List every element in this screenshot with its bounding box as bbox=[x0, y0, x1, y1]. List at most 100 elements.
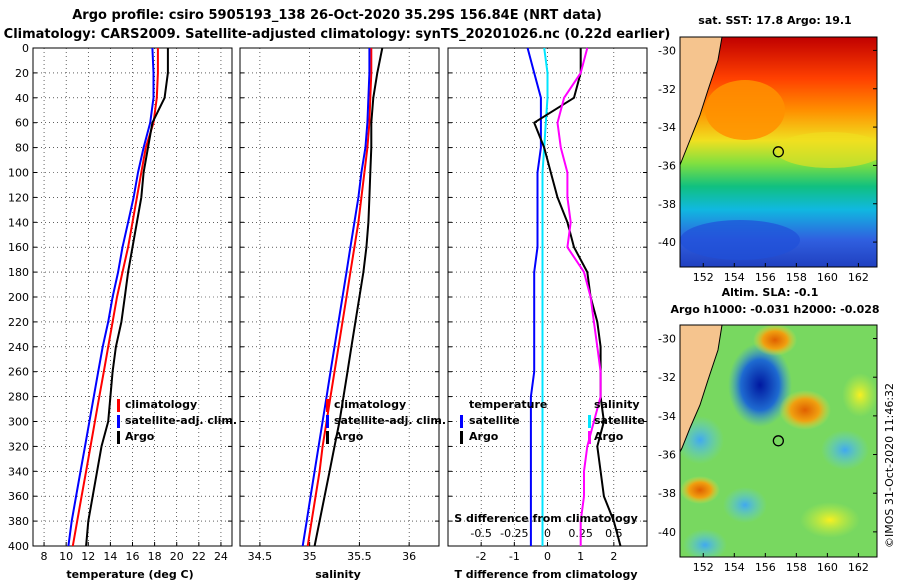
sla-low-eddy-5 bbox=[683, 529, 727, 557]
x-tick-label: 16 bbox=[126, 550, 140, 563]
sla-high-eddy bbox=[753, 325, 797, 356]
sla-high-eddy-5 bbox=[680, 476, 720, 504]
map-lon-label: 162 bbox=[848, 271, 869, 284]
legend-satellite-label: satellite-adj. clim. bbox=[125, 414, 237, 427]
salinity-xlabel: salinity bbox=[315, 568, 361, 580]
sla-map-title: Altim. SLA: -0.1 bbox=[722, 286, 819, 299]
sst-map-ticks: 152 154 156 158 160 162 -30 -32 -34 -36 -38 -40 bbox=[658, 44, 877, 284]
depth-tick-label: 40 bbox=[15, 92, 29, 105]
depth-tick-label: 140 bbox=[8, 216, 29, 229]
sst-cold-water bbox=[680, 220, 800, 260]
sst-map: sat. SST: 17.8 Argo: 19.1 152 154 156 158 16… bbox=[658, 14, 878, 284]
s-tick-label: -0.25 bbox=[500, 527, 528, 540]
legend-climatology-label: climatology bbox=[125, 398, 197, 411]
map-lat-label: -30 bbox=[658, 44, 676, 57]
map-lat-label: -40 bbox=[658, 526, 676, 539]
map-lat-label: -40 bbox=[658, 236, 676, 249]
depth-tick-label: 340 bbox=[8, 465, 29, 478]
salinity-axes bbox=[239, 47, 440, 547]
legend-s-satellite-label: satellite bbox=[594, 414, 645, 427]
map-lon-label: 158 bbox=[786, 271, 807, 284]
temperature-x-tick-labels: 8 10 12 14 16 18 20 22 24 bbox=[41, 550, 228, 563]
depth-tick-label: 200 bbox=[8, 291, 29, 304]
difference-x-tick-labels: -2 -1 0 1 2 bbox=[476, 550, 618, 563]
sla-land bbox=[680, 325, 722, 452]
x-tick-label: 14 bbox=[103, 550, 117, 563]
series-line-argo bbox=[313, 47, 384, 547]
map-lon-label: 158 bbox=[786, 561, 807, 574]
x-tick-label: 2 bbox=[610, 550, 617, 563]
sla-high-eddy-3 bbox=[842, 373, 877, 417]
x-tick-label: -1 bbox=[509, 550, 520, 563]
temperature-panel: 0 20 40 60 80 100 120 140 160 180 200 220 240 260 280 3… bbox=[8, 42, 237, 580]
s-tick-label: 0 bbox=[544, 527, 551, 540]
salinity-panel: 34.5 35 35.5 36 salinity climatology satell… bbox=[239, 47, 446, 580]
depth-tick-label: 60 bbox=[15, 117, 29, 130]
legend-climatology-label: climatology bbox=[334, 398, 406, 411]
map-lat-label: -30 bbox=[658, 333, 676, 346]
sla-profile-marker bbox=[772, 435, 784, 447]
sla-coastline bbox=[680, 325, 723, 453]
series-line-s-argo bbox=[556, 47, 602, 546]
x-tick-label: 35 bbox=[303, 550, 317, 563]
depth-tick-label: 400 bbox=[8, 540, 29, 553]
legend-swatch-t-argo bbox=[460, 431, 463, 444]
s-tick-label: 0.5 bbox=[605, 527, 623, 540]
depth-tick-label: 320 bbox=[8, 440, 29, 453]
sla-map-ticks: 152 154 156 158 160 162 -30 -32 -34 -36 -38 -40 bbox=[658, 333, 877, 574]
legend-swatch-satellite bbox=[117, 415, 120, 428]
legend-swatch-satellite bbox=[326, 415, 329, 428]
map-lat-label: -32 bbox=[658, 371, 676, 384]
legend-t-satellite-label: satellite bbox=[469, 414, 520, 427]
depth-tick-label: 220 bbox=[8, 316, 29, 329]
legend-argo-label: Argo bbox=[125, 430, 155, 443]
legend-swatch-argo bbox=[326, 431, 329, 444]
depth-tick-label: 100 bbox=[8, 167, 29, 180]
s-tick-label: -0.5 bbox=[470, 527, 491, 540]
sst-map-title: sat. SST: 17.8 Argo: 19.1 bbox=[698, 14, 851, 27]
depth-tick-label: 80 bbox=[15, 142, 29, 155]
sst-warm-eddy bbox=[705, 80, 785, 140]
x-tick-label: 20 bbox=[170, 550, 184, 563]
x-tick-label: 8 bbox=[41, 550, 48, 563]
x-tick-label: 12 bbox=[81, 550, 95, 563]
temperature-legend: climatology satellite-adj. clim. Argo bbox=[117, 398, 237, 444]
map-lon-label: 160 bbox=[817, 561, 838, 574]
x-tick-label: 36 bbox=[402, 550, 416, 563]
sla-map: Altim. SLA: -0.1 Argo h1000: -0.031 h200… bbox=[658, 286, 880, 574]
sst-map-frame bbox=[679, 36, 878, 268]
map-lon-label: 162 bbox=[848, 561, 869, 574]
legend-swatch-climatology bbox=[326, 399, 329, 412]
x-tick-label: 0 bbox=[544, 550, 551, 563]
sla-map-subtitle: Argo h1000: -0.031 h2000: -0.028 bbox=[670, 303, 879, 316]
figure-title-line1: Argo profile: csiro 5905193_138 26-Oct-2… bbox=[72, 8, 602, 23]
map-lat-label: -38 bbox=[658, 487, 676, 500]
salinity-difference-tick-labels: -0.5 -0.25 0 0.25 0.5 bbox=[470, 527, 622, 540]
temperature-xlabel: temperature (deg C) bbox=[66, 568, 193, 580]
series-line-s-satellite bbox=[541, 47, 549, 546]
sla-high-eddy-2 bbox=[779, 390, 831, 430]
legend-swatch-argo bbox=[117, 431, 120, 444]
legend-swatch-climatology bbox=[117, 399, 120, 412]
map-lon-label: 152 bbox=[693, 561, 714, 574]
depth-tick-label: 380 bbox=[8, 515, 29, 528]
map-lon-label: 154 bbox=[724, 561, 745, 574]
sla-low-eddy bbox=[728, 343, 792, 427]
legend-satellite-label: satellite-adj. clim. bbox=[334, 414, 446, 427]
depth-tick-label: 300 bbox=[8, 416, 29, 429]
sst-profile-marker bbox=[772, 146, 784, 158]
series-line-t-satellite bbox=[526, 47, 542, 546]
legend-swatch-s-argo bbox=[588, 431, 591, 444]
depth-tick-label: 280 bbox=[8, 391, 29, 404]
imos-credit: ©IMOS 31-Oct-2020 11:46:32 bbox=[883, 383, 896, 548]
figure-title-line2: Climatology: CARS2009. Satellite-adjuste… bbox=[4, 27, 671, 42]
difference-series bbox=[526, 47, 622, 547]
sla-high-eddy-4 bbox=[800, 502, 860, 538]
x-tick-label: 24 bbox=[214, 550, 228, 563]
map-lat-label: -34 bbox=[658, 410, 676, 423]
depth-tick-label: 120 bbox=[8, 191, 29, 204]
map-lon-label: 152 bbox=[693, 271, 714, 284]
map-lat-label: -38 bbox=[658, 198, 676, 211]
map-lat-label: -32 bbox=[658, 83, 676, 96]
